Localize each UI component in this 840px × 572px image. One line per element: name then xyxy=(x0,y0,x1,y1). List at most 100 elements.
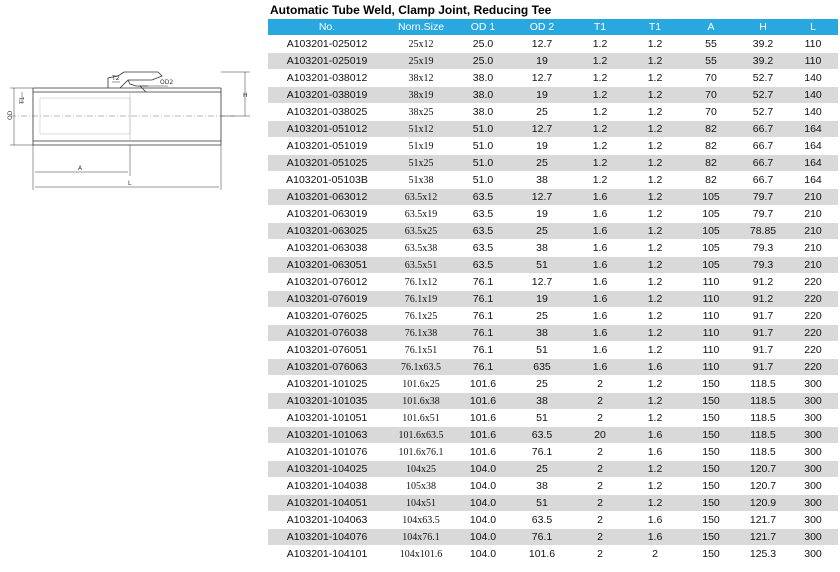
table-cell: 1.2 xyxy=(626,494,684,512)
table-cell: 63.5 xyxy=(510,426,574,444)
table-row: A103201-038012 38x12 38.0 12.7 1.2 1.2 70 52.7 1… xyxy=(268,69,838,87)
table-cell: 2 xyxy=(574,443,626,461)
table-cell: 150 xyxy=(684,545,738,563)
table-cell: 51.0 xyxy=(456,137,510,155)
table-cell: 1.6 xyxy=(626,358,684,376)
table-cell: 2 xyxy=(574,494,626,512)
table-row: A103201-063025 63.5x25 63.5 25 1.6 1.2 105 78.8… xyxy=(268,222,838,240)
table-header-row: No. Norn.Size OD 1 OD 2 T1 T1 A H L xyxy=(268,19,838,36)
table-cell: 91.7 xyxy=(738,358,788,376)
table-cell: A103201-038019 xyxy=(268,86,386,104)
table-cell: 210 xyxy=(788,222,838,240)
table-cell: A103201-101063 xyxy=(268,426,386,444)
table-cell: 1.2 xyxy=(626,324,684,342)
table-cell: 1.2 xyxy=(626,52,684,70)
table-cell: 210 xyxy=(788,256,838,274)
table-cell: 120.7 xyxy=(738,477,788,495)
table-cell: A103201-104051 xyxy=(268,494,386,512)
table-cell: 140 xyxy=(788,86,838,104)
table-cell: 1.6 xyxy=(626,443,684,461)
table-cell: 220 xyxy=(788,290,838,308)
table-cell: 1.2 xyxy=(626,307,684,325)
table-cell: 1.6 xyxy=(574,273,626,291)
table-cell: 19 xyxy=(510,290,574,308)
table-cell: A103201-038025 xyxy=(268,103,386,121)
table-row: A103201-051012 51x12 51.0 12.7 1.2 1.2 82 66.7 1… xyxy=(268,120,838,138)
table-cell: 1.2 xyxy=(574,52,626,70)
table-cell: 63.5 xyxy=(456,188,510,206)
table-cell: A103201-076012 xyxy=(268,273,386,291)
table-cell: 150 xyxy=(684,426,738,444)
table-row: A103201-076063 76.1x63.5 76.1 635 1.6 1.6 110 9… xyxy=(268,358,838,376)
table-cell: 19 xyxy=(510,205,574,223)
table-cell: 1.6 xyxy=(626,528,684,546)
table-cell: 220 xyxy=(788,341,838,359)
table-cell: 1.2 xyxy=(574,154,626,172)
table-row: A103201-025012 25x12 25.0 12.7 1.2 1.2 55 39.2 1… xyxy=(268,35,838,53)
table-row: A103201-076051 76.1x51 76.1 51 1.6 1.2 110 91.7… xyxy=(268,341,838,359)
table-cell: 82 xyxy=(684,154,738,172)
table-cell: A103201-076025 xyxy=(268,307,386,325)
table-cell: A103201-05103B xyxy=(268,171,386,189)
table-cell: 2 xyxy=(574,528,626,546)
table-cell: 25 xyxy=(510,375,574,393)
table-cell: 105 xyxy=(684,239,738,257)
table-cell: A103201-051025 xyxy=(268,154,386,172)
table-cell: 110 xyxy=(788,35,838,53)
table-cell: 63.5x12 xyxy=(386,188,456,206)
table-cell: 70 xyxy=(684,86,738,104)
table-cell: 2 xyxy=(574,375,626,393)
table-cell: 20 xyxy=(574,426,626,444)
table-cell: 78.85 xyxy=(738,222,788,240)
table-cell: 1.2 xyxy=(626,222,684,240)
table-cell: 104.0 xyxy=(456,528,510,546)
table-cell: 91.7 xyxy=(738,324,788,342)
table-cell: A103201-076038 xyxy=(268,324,386,342)
table-cell: 38.0 xyxy=(456,103,510,121)
table-cell: 220 xyxy=(788,307,838,325)
table-cell: 38x12 xyxy=(386,69,456,87)
table-cell: 12.7 xyxy=(510,273,574,291)
table-cell: 1.6 xyxy=(574,188,626,206)
table-cell: 2 xyxy=(626,545,684,563)
table-cell: 79.3 xyxy=(738,239,788,257)
table-row: A103201-038025 38x25 38.0 25 1.2 1.2 70 52.7 140 xyxy=(268,103,838,121)
table-cell: A103201-104025 xyxy=(268,460,386,478)
table-cell: 118.5 xyxy=(738,409,788,427)
table-cell: 12.7 xyxy=(510,69,574,87)
table-cell: 25 xyxy=(510,154,574,172)
table-row: A103201-104051 104x51 104.0 51 2 1.2 150 120.9 3… xyxy=(268,494,838,512)
table-cell: 104x101.6 xyxy=(386,545,456,563)
table-cell: 63.5x19 xyxy=(386,205,456,223)
table-cell: 1.2 xyxy=(626,273,684,291)
table-cell: A103201-104101 xyxy=(268,545,386,563)
table-cell: 51 xyxy=(510,494,574,512)
table-cell: 76.1 xyxy=(456,273,510,291)
table-cell: 140 xyxy=(788,103,838,121)
table-cell: 300 xyxy=(788,443,838,461)
table-row: A103201-05103B 51x38 51.0 38 1.2 1.2 82 66.7 164 xyxy=(268,171,838,189)
table-cell: 110 xyxy=(684,307,738,325)
table-cell: 25 xyxy=(510,222,574,240)
col-header: T1 xyxy=(626,19,684,36)
table-cell: A103201-101025 xyxy=(268,375,386,393)
table-row: A103201-063051 63.5x51 63.5 51 1.6 1.2 105 79.3… xyxy=(268,256,838,274)
table-cell: 220 xyxy=(788,358,838,376)
table-cell: 1.2 xyxy=(626,171,684,189)
table-cell: 63.5 xyxy=(456,222,510,240)
table-cell: 2 xyxy=(574,409,626,427)
table-cell: 70 xyxy=(684,69,738,87)
table-cell: 1.2 xyxy=(626,341,684,359)
table-cell: 300 xyxy=(788,392,838,410)
table-cell: 76.1 xyxy=(456,358,510,376)
table-cell: 1.2 xyxy=(626,120,684,138)
table-cell: 101.6 xyxy=(456,443,510,461)
table-row: A103201-051025 51x25 51.0 25 1.2 1.2 82 66.7 164 xyxy=(268,154,838,172)
table-cell: 1.2 xyxy=(626,188,684,206)
table-cell: 51 xyxy=(510,341,574,359)
table-row: A103201-101051 101.6x51 101.6 51 2 1.2 150 118.… xyxy=(268,409,838,427)
table-cell: 101.6 xyxy=(456,409,510,427)
table-cell: 110 xyxy=(684,273,738,291)
table-cell: 76.1x51 xyxy=(386,341,456,359)
table-cell: 25x19 xyxy=(386,52,456,70)
